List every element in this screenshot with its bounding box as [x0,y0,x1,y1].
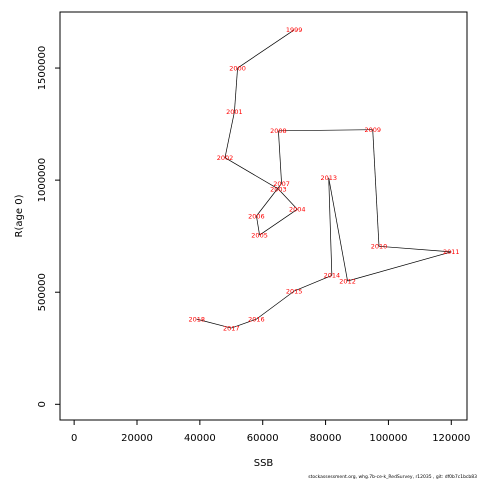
series-segment [224,111,235,158]
point-label: 2009 [364,126,381,134]
point-label: 2012 [339,277,356,285]
point-labels: 1999 2000 2001 2002 2003 2004 2005 2006 2007 2008… [188,26,459,332]
point-label: 2016 [248,315,265,323]
point-label: 2003 [270,185,287,193]
x-tick-label: 20000 [121,433,153,444]
series-segment [372,129,380,247]
y-axis: 0 500000 1000000 1500000 [37,46,61,407]
footnote: stockassessment.org, whg.7b-ce-k_RedSurv… [308,474,477,480]
series-segment [328,177,348,282]
point-label: 2008 [270,127,287,135]
point-label: 2011 [443,248,460,256]
point-label: 2005 [251,231,268,239]
series-segment [294,275,332,292]
series-segment [224,157,279,190]
point-label: 2000 [229,64,246,72]
point-label: 2007 [273,180,290,188]
y-tick-label: 1500000 [37,46,48,91]
series-segment [256,215,260,236]
point-label: 2018 [188,315,205,323]
series-lines [196,29,452,329]
x-tick-label: 100000 [369,433,407,444]
series-segment [378,245,452,253]
point-label: 2015 [286,287,303,295]
y-axis-title: R(age 0) [14,194,25,237]
series-segment [231,318,257,329]
x-tick-label: 0 [71,433,77,444]
y-tick-label: 0 [37,401,48,407]
x-tick-label: 40000 [184,433,216,444]
x-axis-title: SSB [254,458,274,469]
point-label: 2014 [324,272,341,280]
series-segment [237,29,295,69]
series-segment [278,129,373,132]
x-tick-label: 120000 [432,433,470,444]
x-axis: 0 20000 40000 60000 80000 100000 120000 [71,419,470,444]
series-segment [347,251,452,282]
point-label: 2002 [217,154,234,162]
point-label: 2017 [223,324,240,332]
point-label: 2013 [320,174,337,182]
y-tick-label: 1000000 [37,158,48,203]
point-label: 2001 [226,108,243,116]
point-label: 2006 [248,212,265,220]
x-tick-label: 60000 [247,433,279,444]
y-tick-label: 500000 [37,273,48,311]
series-segment [256,183,282,217]
series-segment [278,130,282,184]
series-segment [234,68,238,112]
series-segment [259,208,298,236]
series-segment [196,318,232,329]
series-segment [256,290,295,320]
point-label: 2004 [289,206,306,214]
series-segment [278,188,298,210]
series-segment [328,177,333,276]
point-label: 2010 [371,243,388,251]
x-tick-label: 80000 [310,433,342,444]
point-label: 1999 [286,26,303,34]
